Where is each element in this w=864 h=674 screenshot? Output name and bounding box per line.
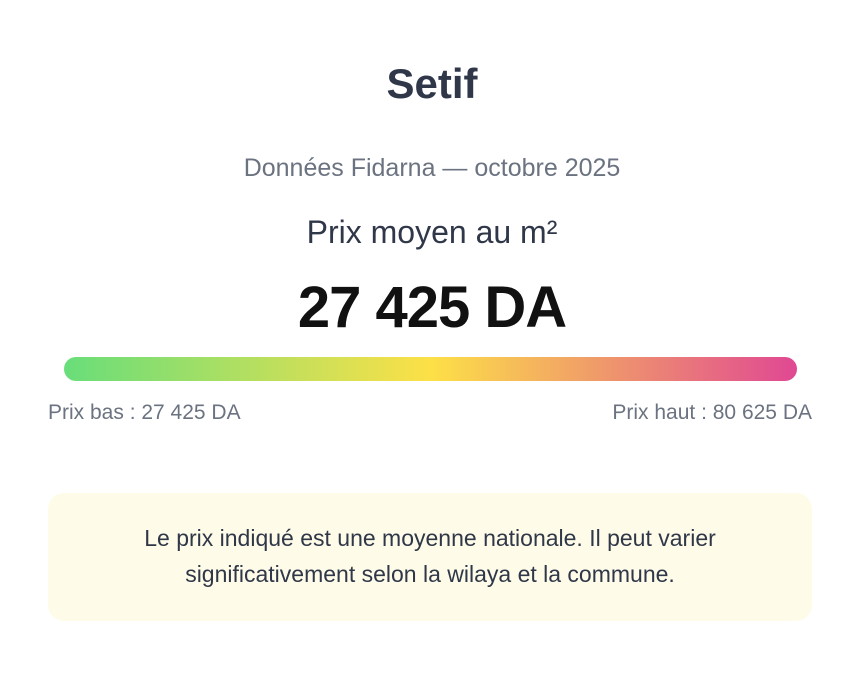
data-source-subtitle: Données Fidarna — octobre 2025 bbox=[243, 154, 621, 182]
average-price-value: 27 425 DA bbox=[297, 275, 567, 340]
disclaimer-note: Le prix indiqué est une moyenne national… bbox=[48, 493, 812, 621]
city-title: Setif bbox=[386, 60, 478, 107]
high-price-label: Prix haut : 80 625 DA bbox=[612, 401, 812, 424]
price-range-gradient-bar bbox=[64, 357, 797, 381]
average-price-label: Prix moyen au m² bbox=[306, 214, 558, 250]
low-price-label: Prix bas : 27 425 DA bbox=[48, 401, 241, 424]
disclaimer-text: Le prix indiqué est une moyenne national… bbox=[144, 525, 716, 587]
